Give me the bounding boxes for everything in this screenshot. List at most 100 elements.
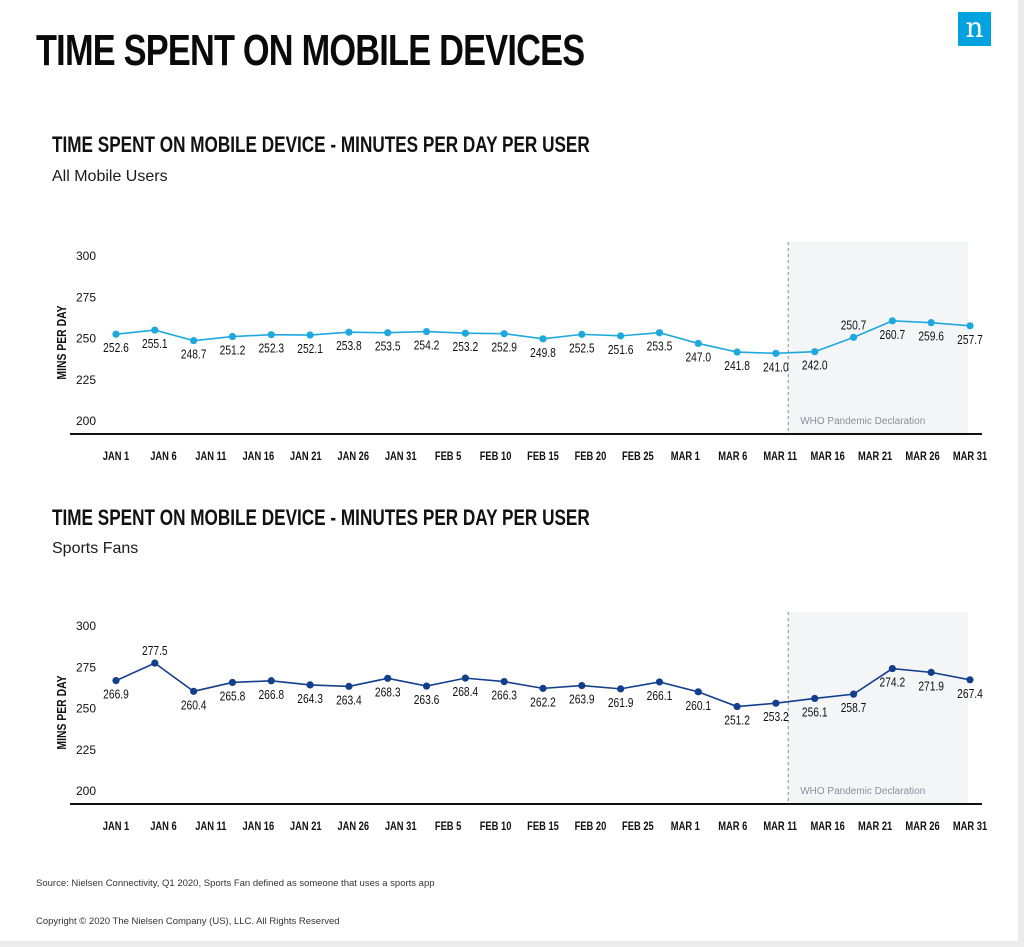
data-point (655, 678, 664, 686)
data-point (190, 687, 198, 695)
data-point (927, 668, 935, 676)
x-tick-label: FEB 20 (575, 820, 607, 833)
x-tick-label: JAN 11 (195, 820, 226, 833)
data-point (578, 681, 586, 690)
data-label: 250.7 (841, 320, 867, 333)
data-point (617, 685, 625, 693)
data-point (306, 331, 314, 339)
data-point (966, 676, 974, 684)
chart-2-title: TIME SPENT ON MOBILE DEVICE - MINUTES PE… (52, 505, 590, 530)
data-label: 242.0 (802, 360, 828, 373)
data-point (267, 677, 275, 685)
y-tick-label: 300 (76, 619, 96, 633)
data-label: 253.2 (453, 341, 479, 354)
data-label: 257.7 (957, 334, 983, 347)
data-point (228, 678, 237, 687)
page-title: TIME SPENT ON MOBILE DEVICES (36, 26, 585, 75)
x-tick-label: FEB 5 (435, 820, 462, 833)
annotation-shaded-region (788, 242, 968, 434)
x-tick-label: JAN 26 (337, 820, 369, 833)
data-label: 260.7 (880, 329, 906, 342)
copyright-note: Copyright © 2020 The Nielsen Company (US… (36, 916, 340, 927)
data-point (927, 319, 935, 327)
x-tick-label: MAR 1 (671, 820, 700, 833)
data-point (849, 333, 858, 341)
x-tick-label: FEB 10 (480, 450, 512, 463)
data-label: 253.8 (336, 340, 362, 353)
data-label: 268.3 (375, 686, 401, 699)
data-label: 252.3 (258, 343, 284, 356)
data-label: 277.5 (142, 645, 168, 658)
data-label: 260.4 (181, 699, 207, 712)
x-tick-label: MAR 16 (811, 450, 845, 463)
x-tick-label: MAR 6 (718, 450, 747, 463)
data-point (888, 664, 896, 673)
x-tick-label: FEB 20 (575, 450, 607, 463)
data-label: 260.1 (685, 700, 711, 713)
data-label: 252.6 (103, 342, 129, 355)
data-point (306, 681, 314, 689)
data-label: 262.2 (530, 697, 556, 710)
data-label: 249.8 (530, 347, 556, 360)
data-point (617, 332, 625, 340)
y-tick-label: 275 (76, 660, 96, 674)
x-tick-label: MAR 26 (905, 450, 939, 463)
data-label: 263.6 (414, 694, 440, 707)
x-tick-label: JAN 16 (242, 450, 274, 463)
data-label: 241.8 (724, 360, 750, 373)
data-label: 263.4 (336, 695, 362, 708)
data-point (694, 339, 702, 348)
data-point (888, 317, 896, 325)
x-tick-label: MAR 16 (811, 820, 845, 833)
y-tick-label: 225 (76, 743, 96, 757)
nielsen-logo-icon: n (958, 12, 991, 46)
data-point (190, 337, 198, 345)
x-tick-label: FEB 25 (622, 450, 654, 463)
data-point (151, 326, 159, 334)
annotation-label: WHO Pandemic Declaration (800, 416, 925, 427)
data-label: 252.5 (569, 343, 595, 356)
data-point (811, 694, 819, 703)
data-point (345, 328, 353, 336)
chart-1-subtitle: All Mobile Users (52, 168, 168, 185)
data-point (733, 348, 741, 356)
data-point (384, 329, 392, 337)
data-label: 253.5 (375, 341, 401, 354)
data-point (539, 684, 547, 692)
data-label: 259.6 (918, 331, 944, 344)
x-tick-label: JAN 1 (103, 450, 130, 463)
data-label: 247.0 (685, 352, 711, 365)
x-tick-label: JAN 31 (385, 450, 417, 463)
data-point (655, 329, 664, 337)
x-tick-label: FEB 10 (480, 820, 512, 833)
y-tick-label: 200 (76, 784, 96, 798)
data-point (267, 331, 275, 339)
data-point (112, 677, 120, 685)
x-tick-label: JAN 31 (385, 820, 417, 833)
x-tick-label: JAN 11 (195, 450, 226, 463)
data-label: 241.0 (763, 362, 789, 375)
x-tick-label: JAN 1 (103, 820, 130, 833)
source-note: Source: Nielsen Connectivity, Q1 2020, S… (36, 878, 435, 889)
data-point (500, 678, 508, 686)
chart-1-title: TIME SPENT ON MOBILE DEVICE - MINUTES PE… (52, 132, 590, 157)
data-label: 266.1 (647, 690, 673, 703)
data-point (578, 330, 586, 338)
data-point (733, 702, 741, 711)
x-tick-label: MAR 31 (953, 820, 987, 833)
data-label: 254.2 (414, 340, 440, 353)
annotation-label: WHO Pandemic Declaration (800, 786, 925, 797)
data-point (811, 348, 819, 356)
x-tick-label: FEB 15 (527, 450, 559, 463)
x-tick-label: JAN 21 (290, 450, 322, 463)
x-tick-label: FEB 25 (622, 820, 654, 833)
y-tick-label: 300 (76, 249, 96, 263)
data-label: 255.1 (142, 338, 168, 351)
data-label: 264.3 (297, 693, 323, 706)
x-tick-label: MAR 11 (763, 820, 797, 833)
data-point (461, 329, 469, 337)
data-point (422, 327, 431, 336)
data-label: 251.2 (220, 345, 246, 358)
data-point (384, 674, 392, 682)
data-point (422, 682, 431, 690)
